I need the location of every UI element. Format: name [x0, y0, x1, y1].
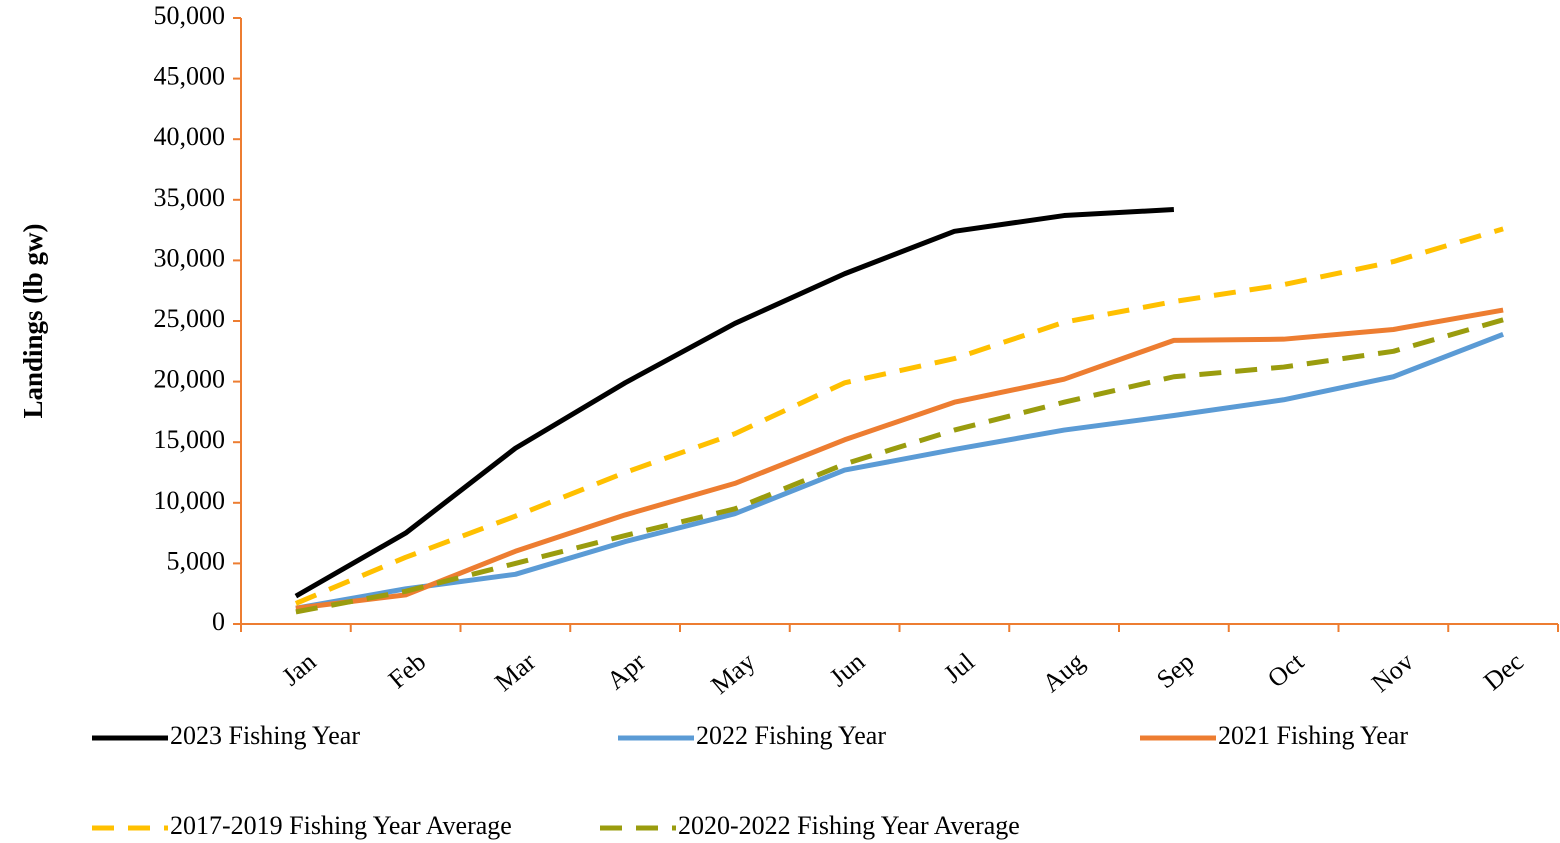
series-line — [294, 226, 1504, 606]
x-tick-label: Nov — [1366, 647, 1419, 698]
x-tick-label: Jun — [824, 647, 870, 692]
x-tick-label: Oct — [1262, 646, 1310, 693]
y-tick-label: 35,000 — [154, 183, 226, 212]
legend-label: 2017-2019 Fishing Year Average — [170, 811, 512, 840]
series-line — [295, 317, 1504, 615]
x-tick-label: Jul — [938, 647, 980, 689]
series-line — [295, 307, 1504, 611]
legend-label: 2022 Fishing Year — [696, 721, 886, 750]
y-tick-label: 0 — [212, 607, 225, 636]
y-tick-label: 50,000 — [154, 1, 226, 30]
series-line — [294, 206, 1175, 599]
y-tick-label: 5,000 — [167, 546, 226, 575]
y-tick-label: 25,000 — [154, 304, 226, 333]
x-tick-label: Apr — [601, 647, 651, 695]
y-tick-label: 30,000 — [154, 243, 226, 272]
x-tick-label: Mar — [489, 647, 541, 697]
x-tick-label: Feb — [383, 647, 432, 694]
x-tick-label: Aug — [1037, 647, 1090, 698]
y-tick-label: 10,000 — [154, 486, 226, 515]
x-tick-label: Jan — [276, 647, 321, 692]
legend-label: 2023 Fishing Year — [170, 721, 360, 750]
x-tick-label: Dec — [1478, 647, 1529, 696]
y-tick-label: 20,000 — [154, 365, 226, 394]
y-tick-label: 40,000 — [154, 122, 226, 151]
y-tick-label: 15,000 — [154, 425, 226, 454]
x-tick-label: May — [705, 647, 760, 700]
y-axis-label: Landings (lb gw) — [18, 223, 48, 418]
legend-label: 2020-2022 Fishing Year Average — [678, 811, 1020, 840]
y-tick-label: 45,000 — [154, 62, 226, 91]
x-tick-label: Sep — [1151, 647, 1200, 694]
legend-label: 2021 Fishing Year — [1218, 721, 1408, 750]
series-line — [295, 332, 1505, 611]
